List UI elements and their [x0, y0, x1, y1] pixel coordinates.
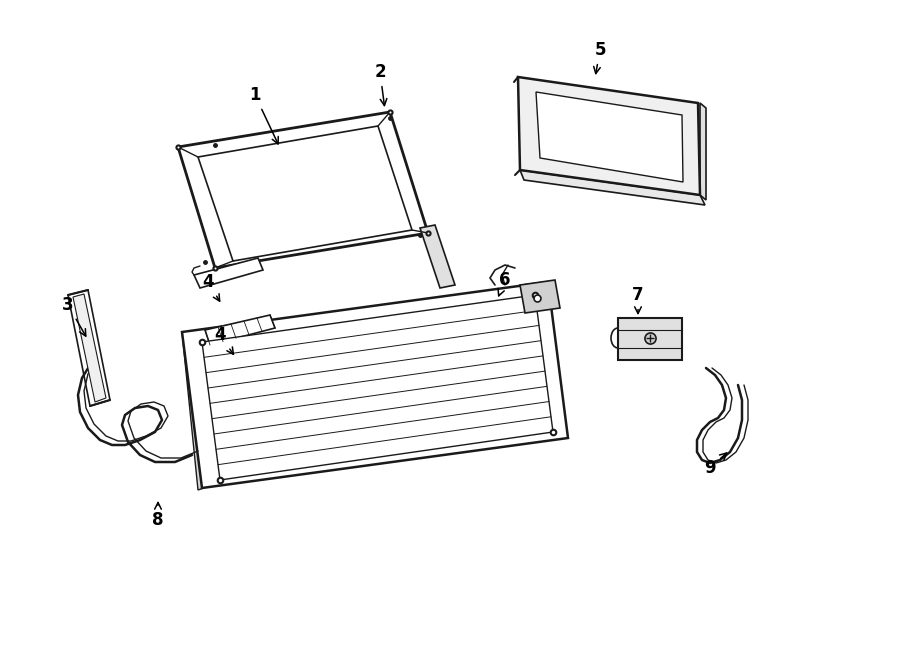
Text: 3: 3: [62, 296, 86, 336]
Text: 1: 1: [249, 86, 278, 144]
Polygon shape: [182, 282, 568, 488]
Text: 8: 8: [152, 502, 164, 529]
Text: 7: 7: [632, 286, 644, 313]
Polygon shape: [205, 315, 275, 345]
Polygon shape: [520, 170, 705, 205]
Text: 4: 4: [214, 326, 233, 354]
Text: 2: 2: [374, 63, 387, 106]
Polygon shape: [536, 92, 683, 182]
Polygon shape: [420, 225, 455, 288]
Polygon shape: [618, 318, 682, 360]
Polygon shape: [700, 103, 706, 200]
Polygon shape: [198, 126, 412, 261]
Polygon shape: [68, 290, 110, 406]
Text: 9: 9: [704, 453, 726, 477]
Polygon shape: [178, 112, 428, 268]
Polygon shape: [518, 77, 700, 195]
Polygon shape: [202, 295, 553, 480]
Text: 4: 4: [202, 273, 220, 301]
Polygon shape: [194, 258, 263, 288]
Text: 5: 5: [594, 41, 606, 73]
Polygon shape: [520, 280, 560, 313]
Polygon shape: [73, 294, 106, 402]
Polygon shape: [182, 332, 212, 490]
Text: 6: 6: [498, 271, 511, 296]
